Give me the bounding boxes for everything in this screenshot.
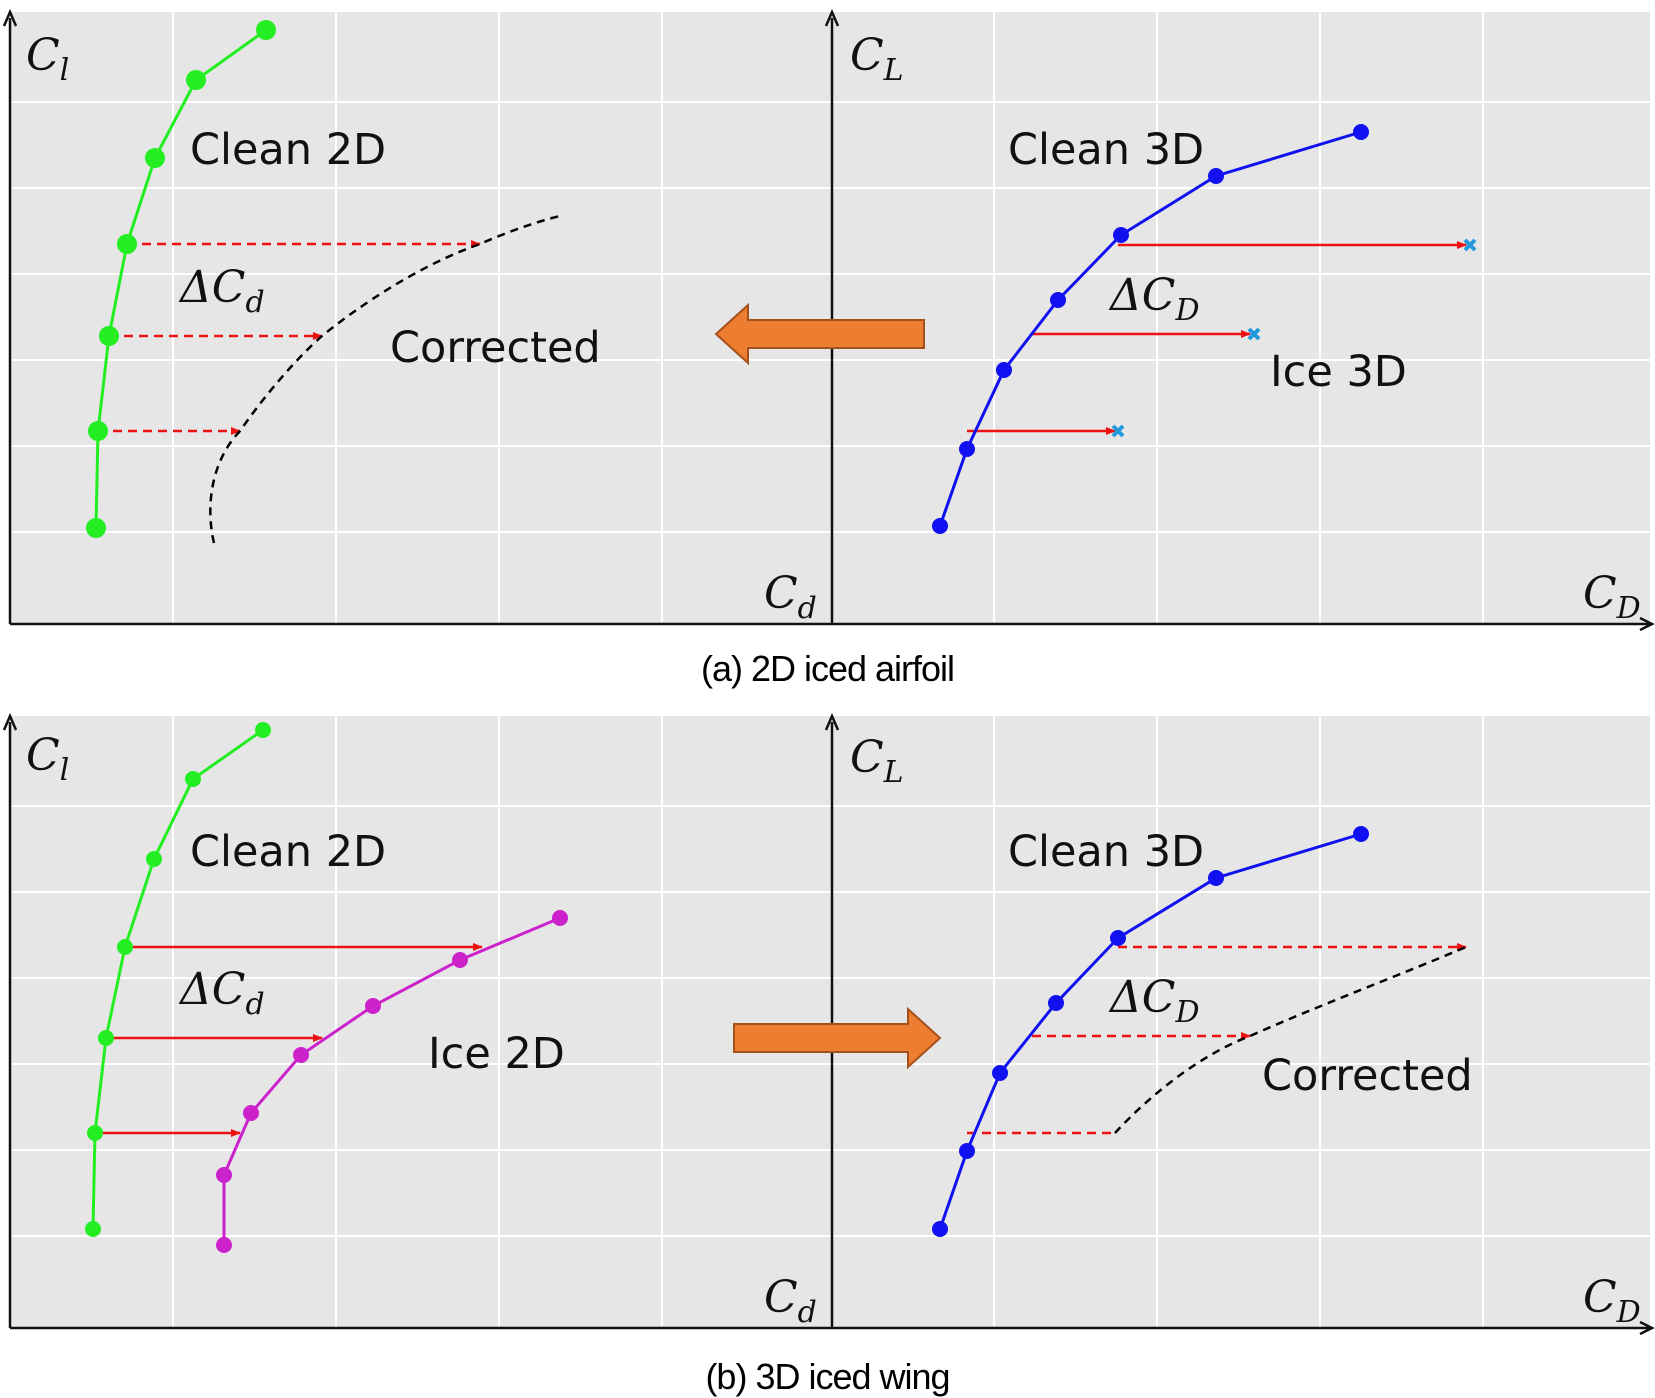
panel-b: Cl Cd Clean 2D ΔCd Ice 2D CL CD Clean (2, 712, 1655, 1336)
ice-2d-point (552, 910, 568, 926)
delta-CD-label: ΔCD (1108, 270, 1200, 328)
clean-3d-point (1048, 995, 1064, 1011)
ice-3d-label: Ice 3D (1270, 347, 1407, 397)
delta-arrows-b-right (967, 943, 1467, 1135)
ice-3d-points (1111, 238, 1477, 438)
clean-3d-point (1353, 124, 1369, 140)
delta-arrows-a-right (967, 241, 1467, 435)
ice-3d-marker (1247, 327, 1261, 341)
clean-3d-point (1050, 292, 1066, 308)
clean-2d-point (255, 722, 271, 738)
clean-3d-point (932, 518, 948, 534)
x-axis-label-CD: CD (1583, 568, 1641, 626)
x-axis-label-cd: Cd (764, 568, 817, 626)
clean-3d-point (1110, 930, 1126, 946)
x-axis-label-CD: CD (1583, 1272, 1641, 1330)
ice-2d-point (216, 1167, 232, 1183)
clean-2d-point (99, 326, 119, 346)
clean-3d-points (932, 124, 1369, 534)
clean-3d-point (932, 1221, 948, 1237)
clean-3d-label: Clean 3D (1008, 125, 1204, 175)
delta-cd-label: ΔCd (178, 964, 265, 1022)
y-axis-label-CL: CL (850, 732, 904, 790)
clean-3d-point (1208, 870, 1224, 886)
ice-2d-label: Ice 2D (428, 1029, 565, 1079)
transfer-arrow-left (714, 302, 925, 366)
plot-area-b (10, 716, 1650, 1328)
clean-2d-point (145, 148, 165, 168)
clean-2d-point (256, 20, 276, 40)
clean-2d-points (85, 722, 271, 1237)
clean-2d-point (88, 421, 108, 441)
clean-3d-point (996, 362, 1012, 378)
clean-2d-point (98, 1030, 114, 1046)
delta-cd-label: ΔCd (178, 262, 265, 320)
ice-2d-points (216, 910, 568, 1253)
clean-2d-point (117, 234, 137, 254)
clean-3d-point (992, 1065, 1008, 1081)
delta-arrows-a-left (98, 240, 481, 435)
grid-a (10, 12, 1650, 624)
clean-2d-point (185, 771, 201, 787)
x-axis-label-cd: Cd (764, 1272, 817, 1330)
y-axis-label-cl: Cl (26, 730, 69, 788)
corrected-label: Corrected (390, 323, 601, 373)
ice-2d-point (365, 998, 381, 1014)
clean-2d-label: Clean 2D (190, 827, 386, 877)
ice-3d-marker (1463, 238, 1477, 252)
clean-3d-label: Clean 3D (1008, 827, 1204, 877)
caption-b: (b) 3D iced wing (705, 1356, 950, 1397)
y-axis-label-CL: CL (850, 30, 904, 88)
ice-3d-marker (1111, 424, 1125, 438)
ice-2d-point (216, 1237, 232, 1253)
delta-CD-label: ΔCD (1108, 972, 1200, 1030)
panel-a: Cl Cd Clean 2D ΔCd Corrected (2, 8, 1655, 632)
grid-b (10, 716, 1650, 1328)
clean-3d-point (1353, 826, 1369, 842)
clean-3d-point (1113, 227, 1129, 243)
caption-a: (a) 2D iced airfoil (700, 648, 955, 689)
clean-2d-point (86, 518, 106, 538)
clean-2d-point (146, 851, 162, 867)
ice-2d-point (243, 1105, 259, 1121)
clean-3d-point (959, 441, 975, 457)
y-axis-label-cl: Cl (26, 30, 69, 88)
clean-3d-point (959, 1143, 975, 1159)
clean-2d-point (85, 1221, 101, 1237)
corrected-curve-2d (209, 214, 561, 544)
clean-3d-points (932, 826, 1369, 1237)
clean-2d-point (117, 939, 133, 955)
ice-2d-point (293, 1047, 309, 1063)
clean-2d-label: Clean 2D (190, 125, 386, 175)
delta-arrows-b-left (96, 943, 483, 1137)
ice-2d-point (452, 952, 468, 968)
clean-2d-points (86, 20, 276, 538)
plot-area-a (10, 12, 1650, 624)
clean-3d-point (1208, 168, 1224, 184)
corrected-label: Corrected (1262, 1051, 1473, 1101)
clean-2d-point (186, 70, 206, 90)
transfer-arrow-right (733, 1006, 942, 1070)
clean-2d-point (87, 1125, 103, 1141)
